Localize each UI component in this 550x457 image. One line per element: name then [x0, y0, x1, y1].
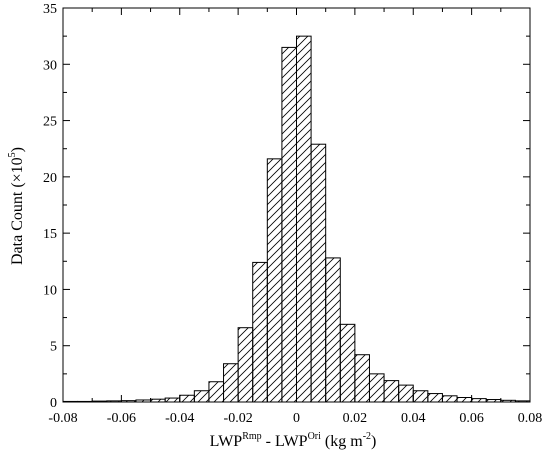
histogram-bar	[164, 397, 181, 403]
histogram-bar	[325, 257, 341, 403]
y-tick-label: 35	[43, 2, 57, 17]
x-axis-title-sup1: Rmp	[242, 431, 261, 442]
y-tick-label: 20	[43, 171, 57, 186]
histogram-bar	[354, 354, 370, 403]
y-tick-label: 10	[43, 283, 57, 298]
y-axis-title-sup: 5	[7, 152, 18, 157]
histogram-bar	[252, 261, 268, 403]
histogram-bar	[281, 46, 297, 403]
y-tick-label: 30	[43, 58, 57, 73]
x-axis-title-sup2: Ori	[308, 431, 322, 442]
histogram-bar	[398, 384, 414, 403]
histogram-bar	[339, 323, 356, 403]
y-tick-label: 0	[50, 396, 57, 411]
histogram-bar	[310, 143, 327, 403]
y-tick-label: 25	[43, 115, 57, 130]
histogram-bar	[456, 396, 473, 403]
y-tick-label: 5	[50, 340, 57, 355]
x-tick-label: 0.08	[518, 411, 543, 426]
x-tick-label: 0	[293, 411, 300, 426]
x-tick-label: -0.06	[107, 411, 136, 426]
x-axis-title-suffix-pre: (kg m	[321, 433, 363, 450]
x-axis-title: LWPRmp - LWPOri (kg m-2)	[210, 431, 377, 450]
x-axis-title-prefix: LWP	[210, 433, 243, 450]
y-tick-label: 15	[43, 227, 57, 242]
ticks-layer	[62, 7, 531, 403]
histogram-bar	[208, 381, 225, 403]
histogram-bar	[368, 373, 385, 403]
y-axis-title-suffix: )	[9, 147, 26, 152]
x-tick-label: 0.02	[343, 411, 368, 426]
histogram-bar	[179, 394, 195, 403]
histogram-bar	[296, 35, 312, 403]
x-tick-label: -0.02	[224, 411, 253, 426]
x-tick-label: -0.08	[48, 411, 77, 426]
histogram-bar	[427, 393, 443, 403]
histogram-bar	[441, 395, 458, 403]
x-tick-label: 0.04	[401, 411, 426, 426]
tick-labels-layer: -0.08 -0.06 -0.04 -0.02 0 0.02 0.04 0.06 0.08 0 5 1…	[43, 2, 542, 426]
x-axis-title-suffix-sup: -2	[363, 431, 371, 442]
x-axis-title-suffix-post: )	[371, 433, 376, 450]
x-axis-title-middle: - LWP	[262, 433, 308, 450]
y-axis-title: Data Count (×105)	[7, 147, 26, 265]
histogram-bar	[471, 398, 487, 403]
y-axis-title-prefix: Data Count (×10	[9, 157, 26, 265]
x-tick-label: -0.04	[165, 411, 194, 426]
histogram-bar	[223, 363, 239, 403]
histogram-bar	[193, 390, 210, 403]
histogram-bar	[412, 390, 429, 403]
histogram-bar	[266, 158, 283, 403]
x-tick-label: 0.06	[459, 411, 484, 426]
histogram-bar	[383, 380, 400, 403]
histogram-bar	[237, 327, 254, 403]
bars-layer	[62, 35, 531, 403]
